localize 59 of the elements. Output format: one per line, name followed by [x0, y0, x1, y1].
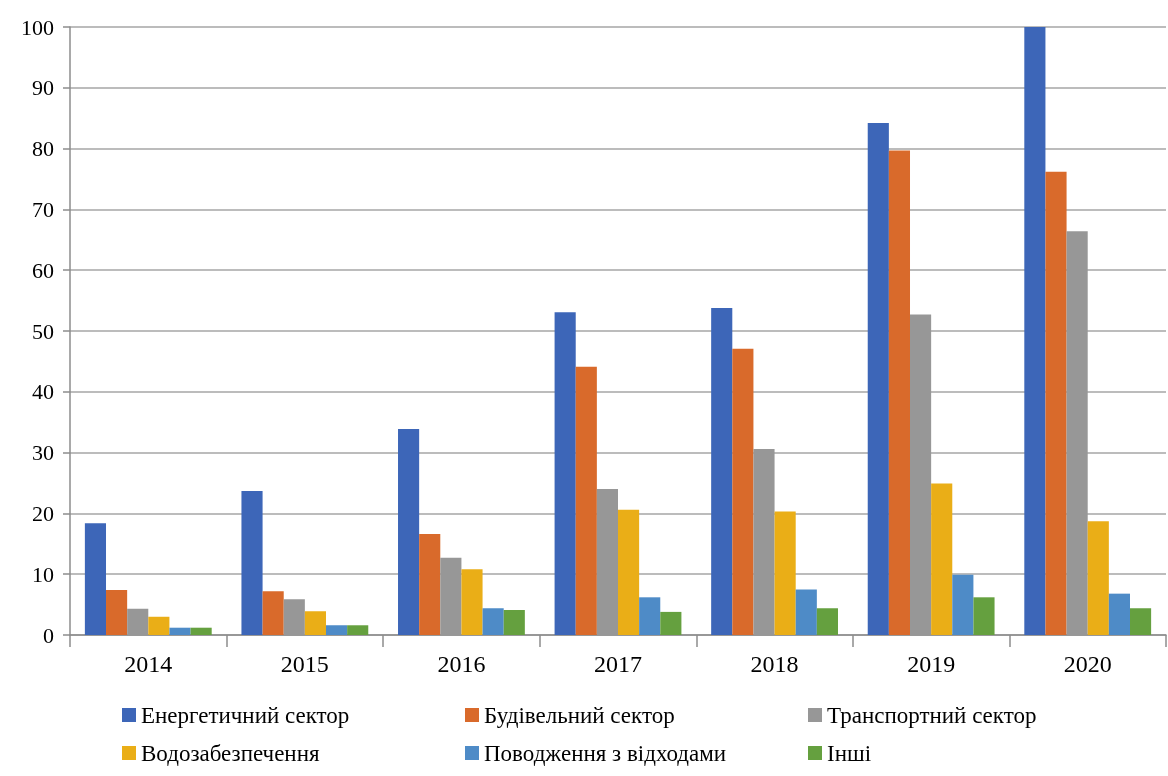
x-tick-label: 2016: [437, 651, 486, 677]
bar: [461, 569, 483, 635]
y-tick-label: 10: [32, 561, 54, 587]
bar: [575, 366, 597, 635]
bar: [482, 608, 504, 635]
legend-label: Поводження з відходами: [484, 740, 727, 766]
x-tick-label: 2017: [594, 651, 642, 677]
y-tick-label: 60: [32, 257, 54, 283]
y-tick-label: 90: [32, 75, 54, 101]
bar: [304, 611, 326, 635]
bar: [660, 611, 682, 635]
bar: [347, 625, 369, 635]
bar: [711, 307, 733, 635]
bar: [816, 608, 838, 635]
bar: [888, 150, 911, 635]
legend-label: Інші: [827, 740, 872, 766]
bar: [732, 348, 754, 635]
legend-label: Енергетичний сектор: [141, 702, 350, 728]
x-tick-label: 2019: [907, 651, 956, 677]
bar: [1129, 608, 1152, 635]
x-tick-label: 2018: [750, 651, 799, 677]
y-tick-label: 70: [32, 196, 54, 222]
y-tick-label: 40: [32, 379, 54, 405]
bar: [1024, 27, 1046, 635]
bar: [241, 490, 263, 635]
y-tick-label: 80: [32, 136, 54, 162]
bar: [106, 590, 128, 635]
y-tick-label: 50: [32, 318, 54, 344]
y-tick-label: 100: [21, 14, 54, 40]
legend-label: Будівельний сектор: [484, 702, 675, 728]
bar: [1108, 593, 1130, 635]
x-tick-label: 2015: [280, 651, 329, 677]
bar: [148, 616, 170, 635]
bar: [169, 627, 191, 635]
bar: [774, 511, 796, 635]
legend-label: Водозабезпечення: [141, 740, 320, 766]
bar: [398, 428, 420, 635]
bar: [618, 509, 640, 635]
bar: [952, 574, 974, 635]
bar: [419, 534, 441, 635]
bar: [262, 591, 284, 635]
bar: [1045, 171, 1067, 635]
bar: [554, 312, 576, 635]
bar: [795, 589, 817, 635]
x-tick-label: 2020: [1063, 651, 1112, 677]
bar: [84, 523, 107, 635]
y-tick-label: 0: [43, 622, 54, 648]
bar: [973, 597, 995, 635]
bar: [325, 625, 348, 635]
x-tick-label: 2014: [124, 651, 173, 677]
bar: [931, 483, 953, 635]
bar: [1087, 521, 1109, 635]
bar: [190, 627, 212, 635]
bar: [639, 597, 661, 635]
bar: [867, 123, 889, 635]
bar: [503, 610, 525, 635]
y-tick-label: 20: [32, 500, 54, 526]
y-tick-label: 30: [32, 440, 54, 466]
legend-label: Транспортний сектор: [827, 702, 1037, 728]
